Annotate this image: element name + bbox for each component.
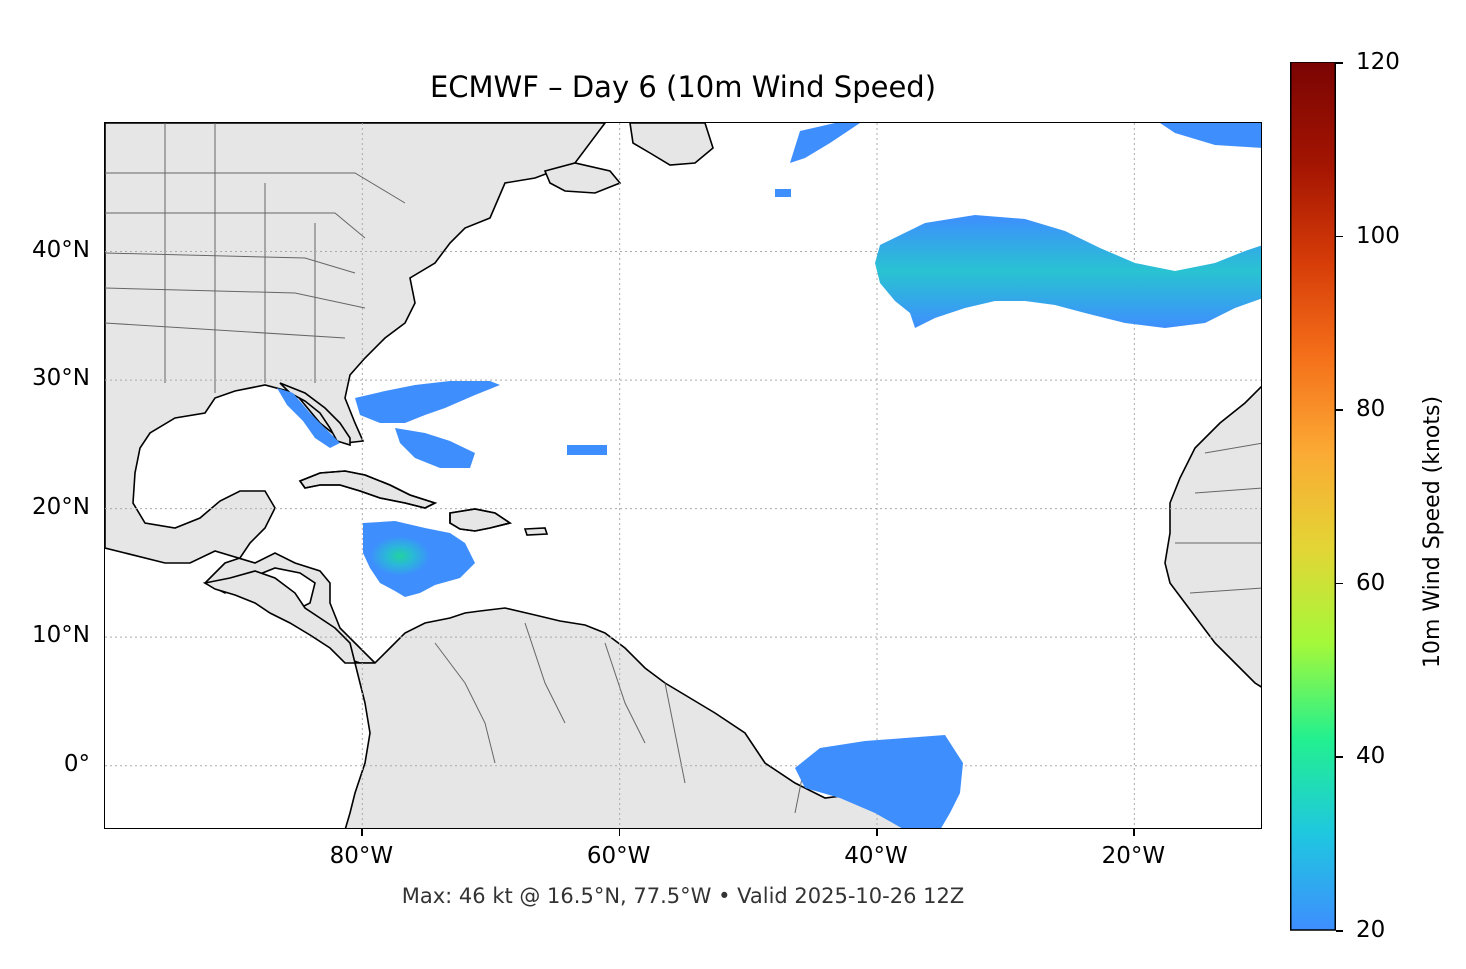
colorbar-tick-mark	[1336, 235, 1343, 238]
lat-tick-label: 10°N	[32, 622, 90, 649]
colorbar-tick-label: 60	[1356, 569, 1386, 596]
map-canvas	[105, 123, 1261, 828]
wind-area-equatorial	[795, 735, 963, 828]
lat-tick-label: 40°N	[32, 236, 90, 263]
africa-land	[1164, 385, 1261, 688]
colorbar-tick-mark	[1336, 756, 1343, 758]
newfoundland-land	[629, 123, 714, 166]
colorbar-tick-label: 100	[1356, 222, 1400, 249]
lat-tick-label: 20°N	[32, 493, 90, 520]
colorbar-tick-label: 20	[1356, 917, 1386, 943]
chart-subtitle: Max: 46 kt @ 16.5°N, 77.5°W • Valid 2025…	[401, 884, 965, 908]
lon-tick-label: 40°W	[844, 843, 908, 869]
wind-area-north-patch	[790, 123, 860, 163]
wind-field-layer	[277, 123, 1261, 828]
lat-tick-label: 30°N	[32, 365, 90, 392]
colorbar-tick-label: 40	[1356, 743, 1386, 770]
colorbar-tick-mark	[1336, 582, 1343, 585]
chart-title: ECMWF – Day 6 (10m Wind Speed)	[429, 70, 937, 104]
colorbar	[1290, 62, 1336, 931]
wind-area-northeast	[1160, 123, 1261, 148]
political-borders	[105, 123, 1261, 814]
lon-tick-mark	[618, 829, 621, 836]
central-america-land	[202, 570, 357, 664]
colorbar-tick-mark	[1336, 930, 1343, 932]
wind-area-small-east	[567, 445, 607, 455]
colorbar-tick-mark	[1336, 62, 1343, 64]
wind-area-north-small	[775, 189, 791, 197]
wind-area-bahamas	[355, 381, 500, 423]
lon-tick-mark	[1133, 829, 1135, 836]
wind-core-caribbean	[370, 536, 430, 576]
lon-tick-mark	[361, 829, 363, 836]
wind-area-florida-strait	[277, 388, 340, 448]
colorbar-label: 10m Wind Speed (knots)	[1420, 395, 1445, 668]
lon-tick-label: 80°W	[329, 843, 394, 869]
lon-tick-mark	[876, 829, 878, 836]
south-america-land	[344, 607, 924, 828]
colorbar-tick-mark	[1336, 409, 1343, 411]
lon-tick-label: 60°W	[586, 843, 651, 869]
puerto-rico-land	[523, 527, 549, 536]
nova-scotia-land	[543, 162, 622, 194]
map-panel[interactable]	[104, 122, 1262, 829]
north-america-land	[105, 123, 606, 664]
coastline-overlay	[298, 470, 512, 532]
colorbar-tick-label: 80	[1356, 396, 1386, 423]
lat-tick-label: 0°	[63, 750, 90, 777]
colorbar-ramp	[1290, 62, 1336, 931]
wind-area-bahamas-south	[395, 428, 475, 468]
wind-area-mid-atlantic	[875, 215, 1261, 328]
lon-tick-label: 20°W	[1101, 843, 1166, 869]
florida-land	[279, 382, 351, 447]
colorbar-tick-label: 120	[1356, 49, 1400, 75]
